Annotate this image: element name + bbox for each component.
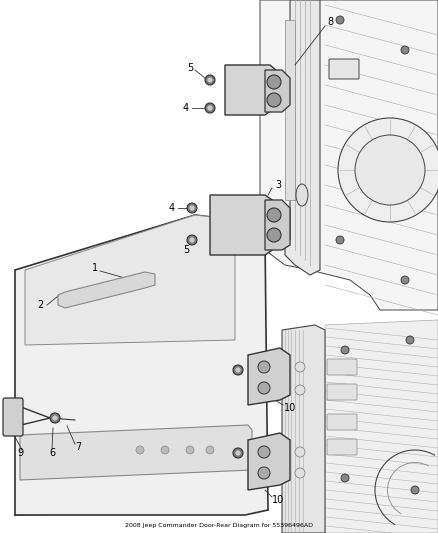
Text: 4: 4 bbox=[169, 203, 175, 213]
Text: 1: 1 bbox=[92, 263, 98, 273]
Circle shape bbox=[205, 75, 215, 85]
FancyBboxPatch shape bbox=[3, 398, 23, 436]
Polygon shape bbox=[248, 433, 290, 490]
Circle shape bbox=[336, 236, 344, 244]
Text: 3: 3 bbox=[275, 180, 281, 190]
FancyBboxPatch shape bbox=[327, 359, 357, 375]
Text: 7: 7 bbox=[75, 442, 81, 452]
Circle shape bbox=[267, 75, 281, 89]
FancyBboxPatch shape bbox=[329, 59, 359, 79]
Circle shape bbox=[233, 365, 243, 375]
Polygon shape bbox=[285, 20, 295, 200]
Circle shape bbox=[355, 135, 425, 205]
Text: 10: 10 bbox=[272, 495, 284, 505]
Polygon shape bbox=[58, 272, 155, 308]
Circle shape bbox=[258, 467, 270, 479]
Circle shape bbox=[53, 416, 57, 420]
Text: 6: 6 bbox=[49, 448, 55, 458]
Text: 5: 5 bbox=[187, 63, 193, 73]
Text: 2008 Jeep Commander Door-Rear Diagram for 55396496AD: 2008 Jeep Commander Door-Rear Diagram fo… bbox=[125, 523, 313, 529]
Circle shape bbox=[401, 276, 409, 284]
Circle shape bbox=[236, 368, 240, 372]
Text: 9: 9 bbox=[17, 448, 23, 458]
Circle shape bbox=[258, 382, 270, 394]
Polygon shape bbox=[25, 215, 235, 345]
Polygon shape bbox=[285, 0, 320, 275]
Polygon shape bbox=[15, 215, 268, 515]
Circle shape bbox=[236, 451, 240, 455]
Polygon shape bbox=[225, 65, 278, 115]
Text: 4: 4 bbox=[183, 103, 189, 113]
Circle shape bbox=[50, 413, 60, 423]
Ellipse shape bbox=[296, 184, 308, 206]
Circle shape bbox=[258, 361, 270, 373]
Circle shape bbox=[205, 103, 215, 113]
Circle shape bbox=[267, 93, 281, 107]
Text: 2: 2 bbox=[37, 300, 43, 310]
Circle shape bbox=[341, 346, 349, 354]
Circle shape bbox=[187, 203, 197, 213]
Polygon shape bbox=[260, 0, 438, 310]
Polygon shape bbox=[210, 195, 275, 255]
Polygon shape bbox=[248, 348, 290, 405]
Polygon shape bbox=[325, 320, 438, 533]
Text: 10: 10 bbox=[284, 403, 296, 413]
Polygon shape bbox=[282, 325, 325, 533]
Circle shape bbox=[336, 16, 344, 24]
Circle shape bbox=[161, 446, 169, 454]
Text: 5: 5 bbox=[183, 245, 189, 255]
Circle shape bbox=[295, 362, 305, 372]
Circle shape bbox=[258, 446, 270, 458]
Circle shape bbox=[341, 474, 349, 482]
Circle shape bbox=[208, 78, 212, 82]
Circle shape bbox=[338, 118, 438, 222]
Circle shape bbox=[295, 447, 305, 457]
Circle shape bbox=[190, 206, 194, 210]
Circle shape bbox=[295, 468, 305, 478]
Circle shape bbox=[187, 235, 197, 245]
Polygon shape bbox=[265, 200, 290, 250]
Circle shape bbox=[233, 448, 243, 458]
Circle shape bbox=[267, 228, 281, 242]
Circle shape bbox=[206, 446, 214, 454]
Text: 8: 8 bbox=[327, 17, 333, 27]
Circle shape bbox=[267, 208, 281, 222]
Circle shape bbox=[406, 336, 414, 344]
Circle shape bbox=[208, 106, 212, 110]
Polygon shape bbox=[265, 70, 290, 112]
FancyBboxPatch shape bbox=[327, 439, 357, 455]
Circle shape bbox=[401, 46, 409, 54]
FancyBboxPatch shape bbox=[327, 384, 357, 400]
Circle shape bbox=[411, 486, 419, 494]
Circle shape bbox=[186, 446, 194, 454]
Circle shape bbox=[190, 238, 194, 243]
Circle shape bbox=[136, 446, 144, 454]
FancyBboxPatch shape bbox=[327, 414, 357, 430]
Circle shape bbox=[295, 385, 305, 395]
Polygon shape bbox=[20, 425, 252, 480]
